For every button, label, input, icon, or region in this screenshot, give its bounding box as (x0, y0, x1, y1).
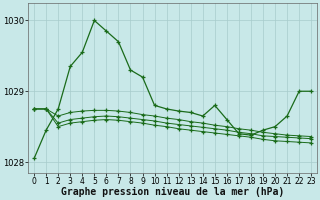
X-axis label: Graphe pression niveau de la mer (hPa): Graphe pression niveau de la mer (hPa) (61, 187, 284, 197)
